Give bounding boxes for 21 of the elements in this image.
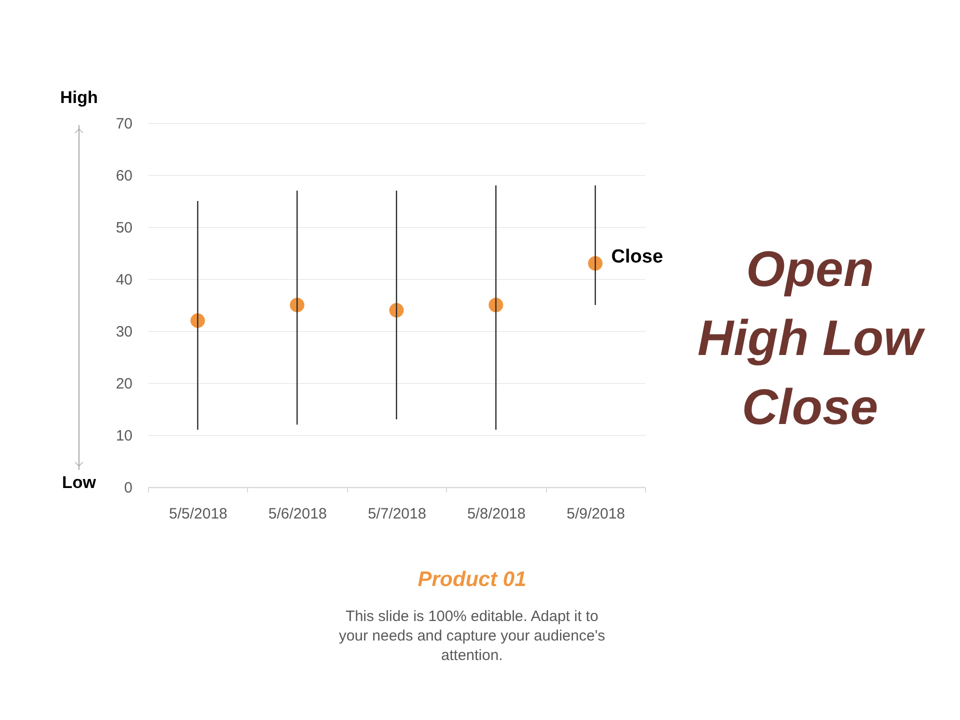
y-tick-label: 50 (116, 220, 132, 236)
point (290, 298, 304, 312)
y-tick-label: 70 (116, 116, 132, 132)
text: Low (62, 473, 97, 492)
text: High (60, 88, 98, 107)
y-tick-label: 30 (116, 324, 132, 340)
x-tick-label: 5/8/2018 (467, 506, 526, 522)
x-tick-label: 5/6/2018 (268, 506, 327, 522)
x-tick-label: 5/9/2018 (566, 506, 625, 522)
annotation: Close (611, 246, 664, 268)
y-tick-label: 10 (116, 428, 132, 444)
x-tick-label: 5/5/2018 (169, 506, 228, 522)
text: This slide is 100% editable. Adapt it to your needs and capture your audience's attention. (338, 608, 606, 664)
x-tick-label: 5/7/2018 (368, 506, 426, 522)
text: Open High Low Close (698, 241, 926, 435)
y-tick-label: 20 (116, 376, 132, 392)
y-tick-label: 60 (116, 168, 132, 184)
text: Product 01 (418, 568, 526, 591)
y-tick-label: 0 (124, 480, 132, 496)
y-tick-label: 40 (116, 272, 132, 288)
point (488, 298, 504, 312)
